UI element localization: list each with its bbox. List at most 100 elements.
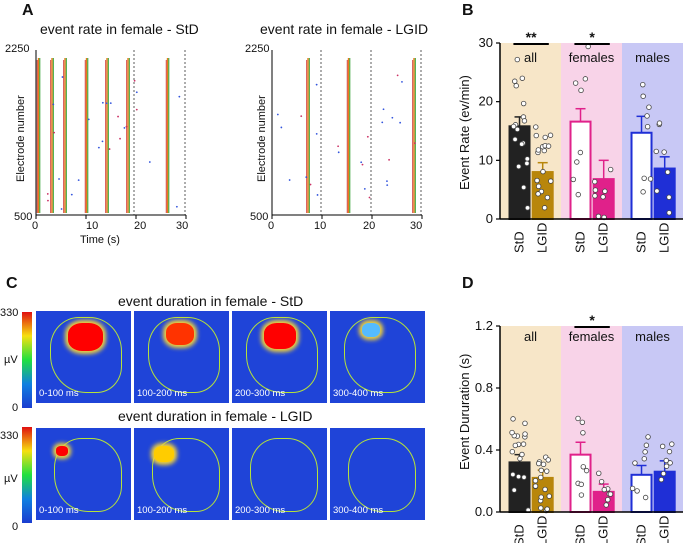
raster-std-title: event rate in female - StD [40,21,199,37]
raster-spike-dot [133,79,136,82]
colorbar-top-unit: µV [4,354,18,366]
colorbar-top-max: 330 [0,307,19,319]
raster-spike-dot [58,178,60,180]
xtick-all-LGID: LGID [535,223,550,253]
raster-lgid-xtick-20: 20 [363,220,376,232]
data-point [575,191,581,198]
panel-a-letter: A [22,2,34,19]
raster-lgid-plot [271,50,423,219]
data-point [653,148,659,155]
raster-spike-dot [315,83,318,86]
raster-std-xtick-20: 20 [134,220,147,232]
raster-spike-dot [361,163,364,166]
data-point [515,163,522,170]
xtick-females-LGID: LGID [596,516,611,543]
data-point [514,56,520,63]
data-point [667,460,673,466]
raster-spike-dot [399,121,402,124]
raster-spike-dot [414,142,416,145]
heatmap-tile: 200-300 ms [232,311,327,403]
y-tick-label: 0.8 [475,380,493,395]
significance-label: * [589,29,595,45]
data-point [647,176,654,182]
time-window-label: 100-200 ms [137,505,188,516]
raster-spike-dot [52,103,55,106]
data-point [669,441,675,447]
data-point [640,93,646,99]
raster-std-ytick-bottom: 500 [14,211,33,223]
data-point [542,134,548,141]
time-window-label: 0-100 ms [39,388,79,399]
xtick-females-StD: StD [573,231,588,253]
raster-spike-dot [386,180,388,183]
data-point [644,113,650,119]
data-point [579,419,586,425]
raster-spike-dot [366,135,369,138]
raster-spike-dot [288,179,291,181]
raster-std-xtick-10: 10 [86,220,99,232]
time-window-label: 200-300 ms [235,505,286,516]
raster-spike-dot [388,158,390,161]
activity-blob [68,323,103,351]
tissue-outline [348,438,416,512]
raster-lgid-title: event rate in female - LGID [260,21,429,37]
panel-d-letter: D [462,275,474,292]
data-point [533,132,539,139]
raster-spike-dot [337,145,340,148]
data-point [524,160,530,167]
raster-spike-dot [101,101,104,104]
data-point [544,194,551,201]
time-window-label: 300-400 ms [333,505,384,516]
data-point [533,124,539,130]
raster-spike-dot [135,108,138,111]
tissue-outline [250,438,318,512]
y-tick-label: 0 [486,211,493,226]
raster-spike-dot [108,148,111,150]
data-point [592,179,598,185]
raster-spike-dot [360,161,363,164]
heatmap-tile: 100-200 ms [134,311,229,403]
data-point [513,83,519,89]
xtick-males-LGID: LGID [657,223,672,253]
heatmap-tile: 0-100 ms [36,311,131,403]
colorbar-bottom-min: 0 [12,521,19,533]
tissue-outline [54,438,122,512]
data-point [510,123,517,130]
data-point [520,184,527,191]
raster-std-xlabel: Time (s) [80,234,120,246]
data-point [538,494,544,500]
data-point [547,132,554,138]
data-point [658,476,665,483]
data-point [580,464,586,470]
data-point [645,434,651,440]
data-point [578,481,584,488]
panel-c-letter: C [6,275,18,292]
raster-spike-dot [276,113,279,116]
data-point [536,460,542,467]
data-point [545,457,551,463]
xtick-females-StD: StD [573,524,588,543]
data-point [656,120,663,126]
group-label-all: all [524,329,537,344]
group-label-males: males [635,50,670,65]
raster-spike-dot [97,146,100,149]
raster-spike-dot [125,125,128,128]
bar-males-LGID [653,470,676,514]
tissue-outline [246,317,318,393]
data-point [510,471,516,478]
raster-lgid-ytick-top: 2250 [245,43,270,55]
data-point [538,467,544,474]
raster-lgid-xtick-0: 0 [268,220,275,232]
raster-spike-dot [381,121,384,124]
data-point [601,486,607,493]
raster-spike-dot [178,95,181,98]
data-point [646,104,652,110]
xtick-males-StD: StD [634,524,649,543]
data-point [575,415,581,422]
tissue-outline [50,317,122,393]
raster-spike-dot [117,115,119,118]
bar-males-StD [630,473,653,513]
data-point [642,449,648,455]
data-point [641,175,647,182]
